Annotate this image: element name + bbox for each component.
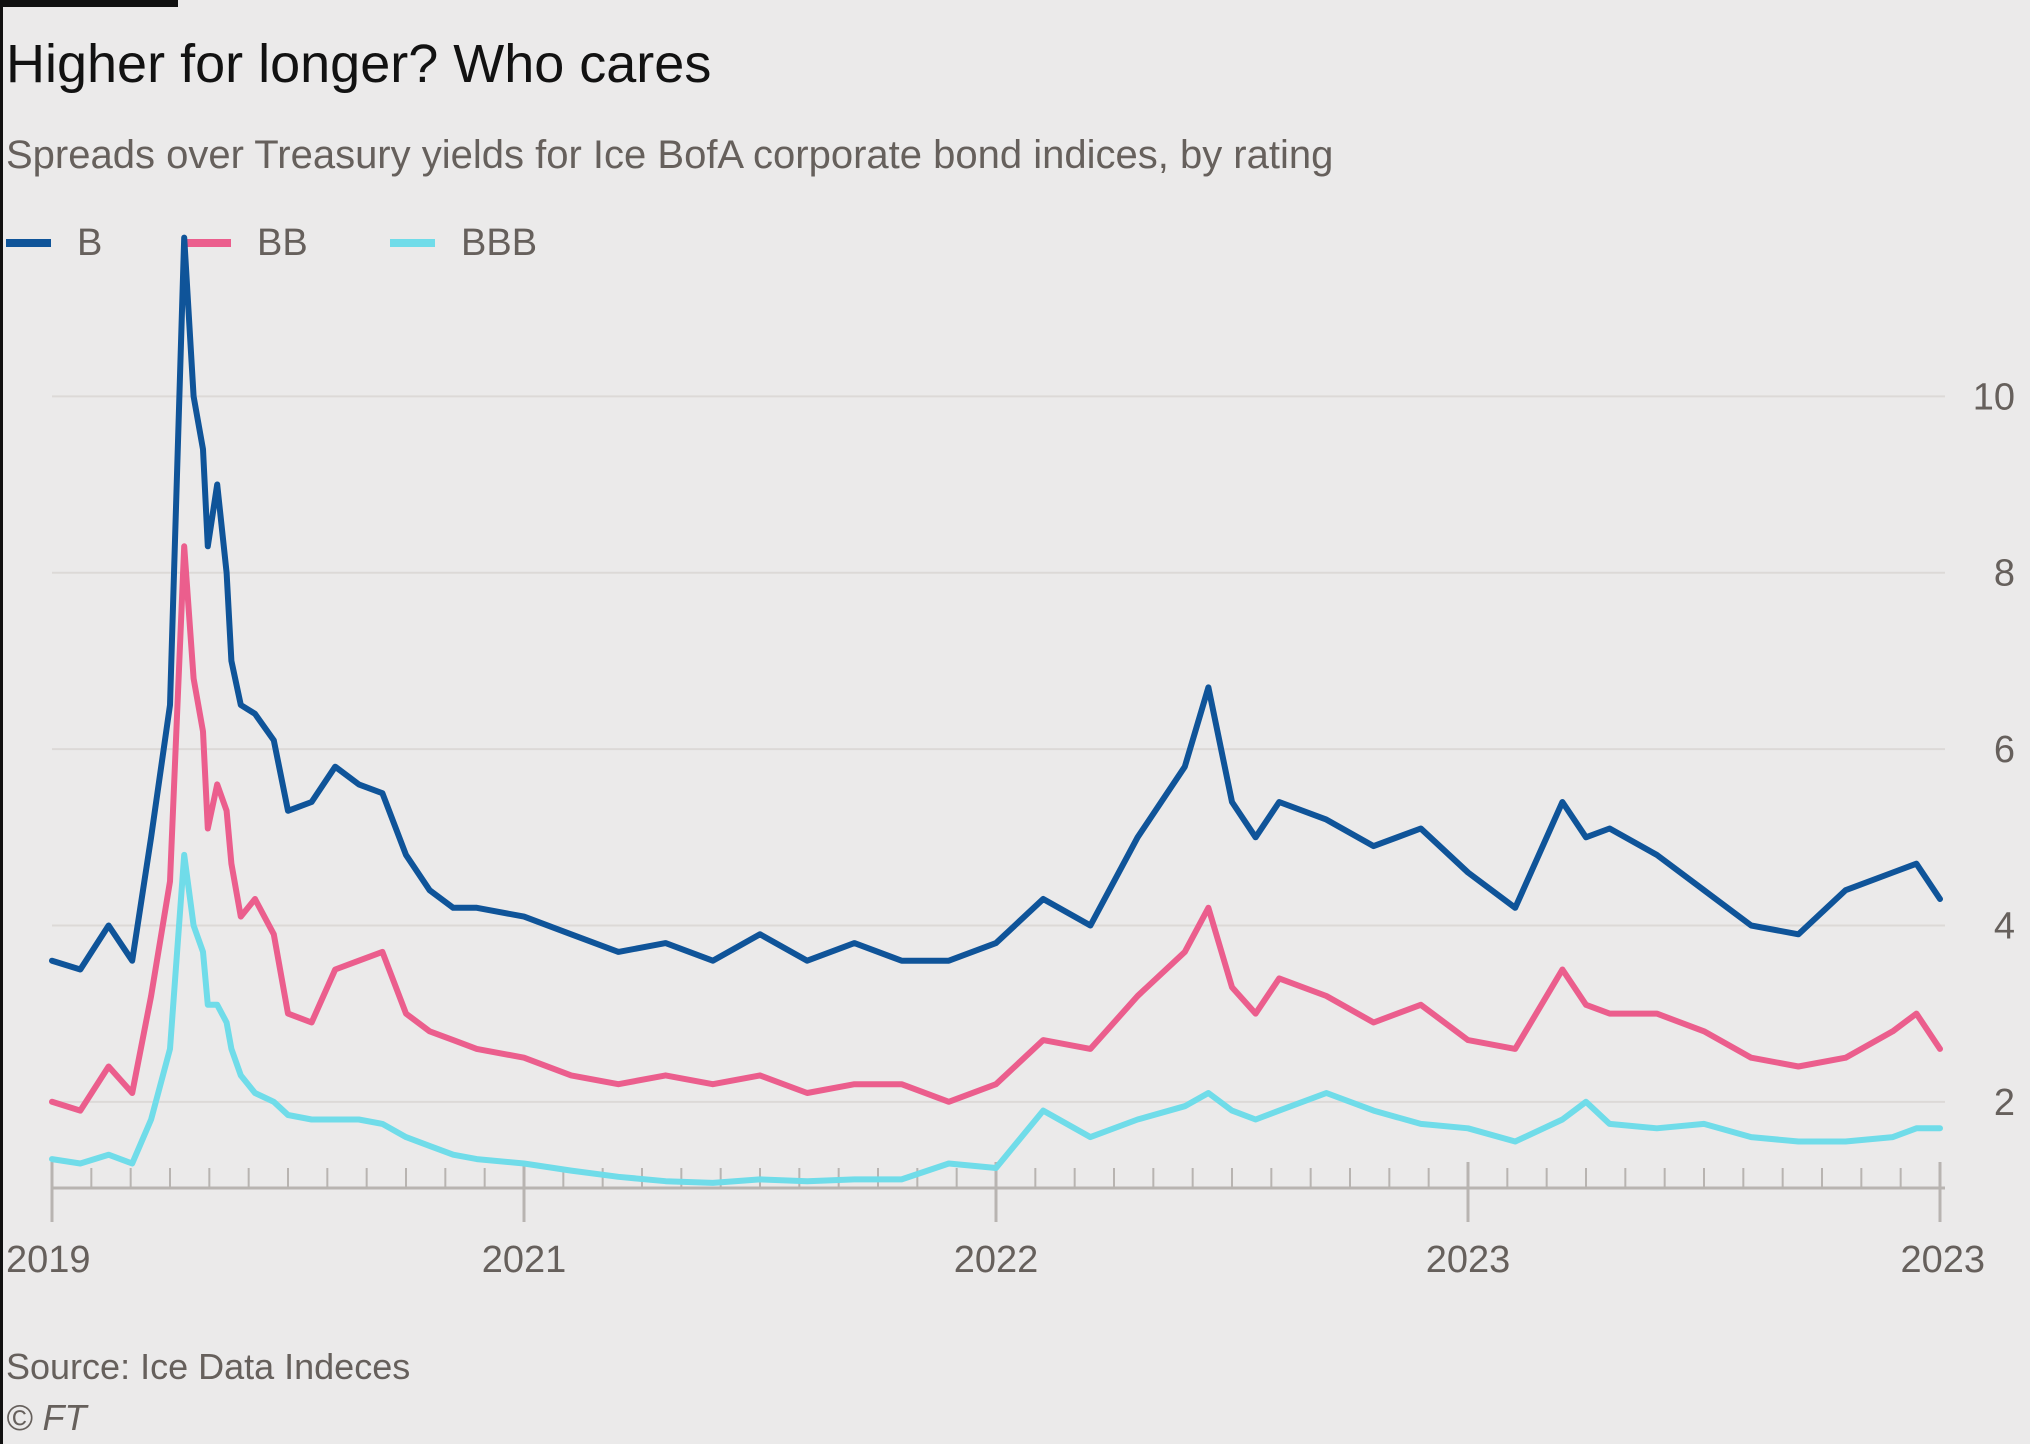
legend-swatch-bbb [390,239,435,247]
x-tick-label-1: 2021 [482,1239,567,1281]
x-tick-label-3: 2023 [1426,1239,1511,1281]
series-line-b [49,234,1943,973]
legend-item-bbb: BBB [390,218,537,268]
chart-title: Higher for longer? Who cares [6,34,712,94]
series-lines [49,234,1943,1186]
legend-label-b: B [77,221,103,264]
legend-swatch-b [6,239,51,247]
y-tick-label-2: 2 [1994,1082,2015,1124]
legend-item-bb: BB [186,218,308,268]
x-tick-label-4: 2023 [1900,1239,1985,1281]
y-tick-label-8: 8 [1994,553,2015,595]
x-tick-label-2: 2022 [954,1239,1039,1281]
y-axis-labels: 2 4 6 8 10 [1973,376,2015,1123]
x-axis [50,1162,1945,1222]
x-tick-label-0: 2019 [6,1239,91,1281]
y-tick-label-10: 10 [1973,376,2015,418]
y-tick-label-6: 6 [1994,729,2015,771]
gridlines [52,395,1945,1103]
x-axis-labels: 2019 2021 2022 2023 2023 [6,1239,1985,1281]
legend-item-b: B [6,218,102,268]
left-edge-rule [0,0,3,1444]
chart-legend: B BB BBB [6,218,706,268]
chart-subtitle: Spreads over Treasury yields for Ice Bof… [6,133,1334,177]
legend-label-bb: BB [257,221,308,264]
legend-label-bbb: BBB [461,221,538,264]
series-line-bbb [49,851,1943,1186]
legend-swatch-bb [186,239,231,247]
y-tick-label-4: 4 [1994,905,2015,947]
copyright-credit: © FT [6,1397,87,1438]
brand-top-bar [0,0,178,7]
series-line-bb [49,543,1943,1114]
source-note: Source: Ice Data Indeces [6,1346,411,1387]
